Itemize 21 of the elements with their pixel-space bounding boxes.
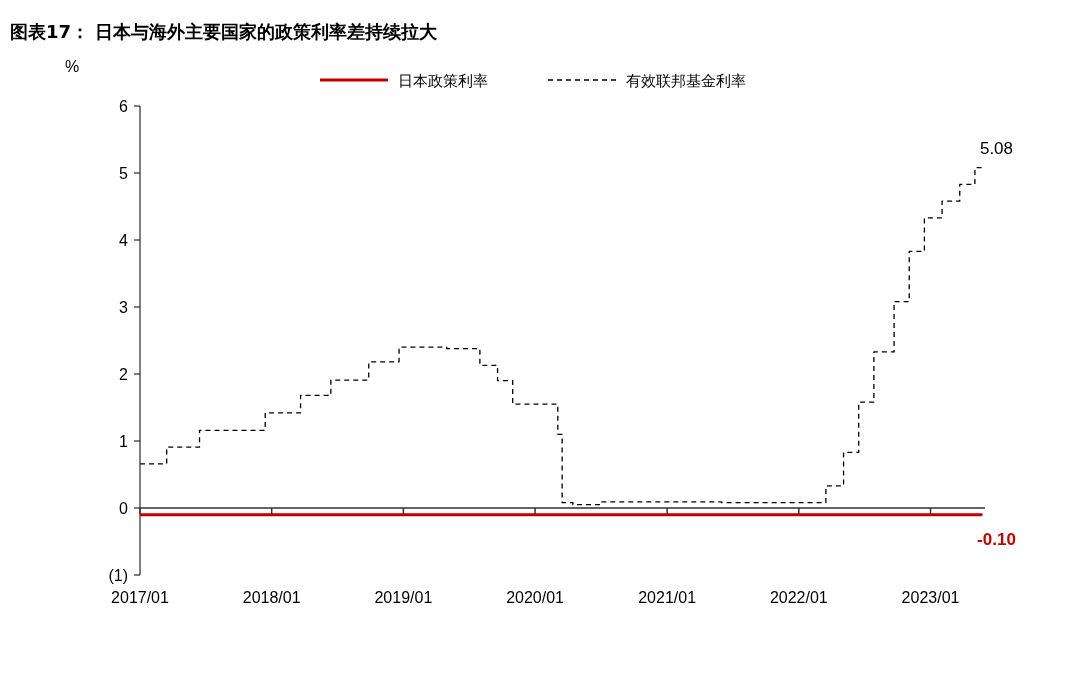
y-tick-label: 5 — [119, 165, 129, 182]
x-tick-label: 2017/01 — [111, 589, 170, 606]
x-tick-label: 2018/01 — [242, 589, 301, 606]
y-tick-label: 4 — [119, 232, 129, 249]
y-axis-title: % — [64, 58, 80, 75]
legend-label: 有效联邦基金利率 — [626, 72, 746, 90]
y-tick-label: 3 — [119, 299, 129, 316]
x-tick-label: 2022/01 — [769, 589, 828, 606]
y-tick-label: 1 — [119, 433, 129, 450]
y-tick-label: (1) — [108, 567, 128, 584]
x-tick-label: 2020/01 — [506, 589, 565, 606]
legend-label: 日本政策利率 — [398, 72, 488, 90]
data-label: 5.08 — [979, 138, 1014, 158]
y-tick-label: 0 — [119, 500, 129, 517]
chart-title: 图表17： 日本与海外主要国家的政策利率差持续拉大 — [10, 21, 439, 42]
y-tick-label: 2 — [119, 366, 129, 383]
x-tick-label: 2021/01 — [638, 589, 697, 606]
x-tick-label: 2019/01 — [374, 589, 433, 606]
y-tick-label: 6 — [119, 98, 129, 115]
data-label: -0.10 — [977, 529, 1016, 549]
x-tick-label: 2023/01 — [901, 589, 960, 606]
